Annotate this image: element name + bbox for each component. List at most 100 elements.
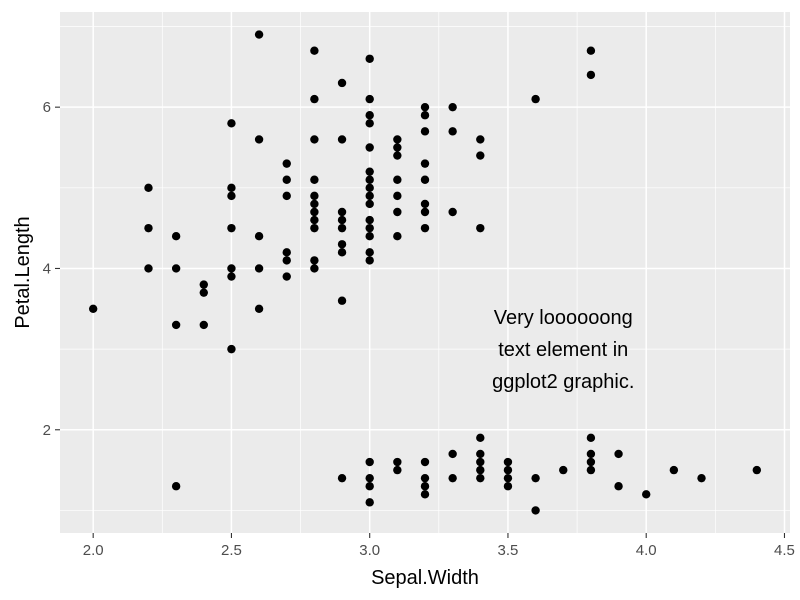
- data-point: [420, 199, 430, 209]
- x-tick-label: 3.5: [498, 542, 519, 559]
- data-point: [393, 457, 402, 467]
- y-tick-label: 4: [43, 260, 51, 277]
- data-point: [586, 70, 596, 80]
- data-point: [365, 256, 374, 265]
- data-point: [420, 490, 430, 499]
- data-point: [559, 465, 568, 475]
- data-point: [254, 232, 264, 241]
- data-point: [254, 135, 264, 144]
- y-tick-label: 6: [43, 99, 51, 116]
- data-point: [393, 175, 402, 184]
- data-point: [697, 473, 706, 483]
- data-point: [144, 264, 153, 273]
- data-point: [254, 264, 264, 273]
- axis-ticks: [55, 106, 786, 538]
- data-point: [586, 465, 596, 475]
- data-point: [448, 127, 457, 136]
- data-point: [282, 175, 291, 184]
- data-point: [310, 199, 319, 209]
- data-point: [393, 232, 402, 241]
- data-point: [310, 207, 319, 217]
- x-axis-title: Sepal.Width: [371, 567, 479, 589]
- data-point: [586, 433, 596, 443]
- data-point: [310, 191, 319, 201]
- x-tick-label: 4.0: [636, 542, 657, 559]
- data-point: [144, 183, 153, 193]
- data-point: [171, 482, 181, 491]
- data-point: [503, 482, 513, 491]
- data-point: [420, 102, 430, 112]
- data-point: [365, 482, 374, 491]
- data-point: [420, 473, 430, 483]
- data-point: [365, 498, 374, 507]
- x-tick-label: 3.0: [359, 542, 380, 559]
- data-point: [420, 159, 430, 168]
- data-point: [365, 232, 374, 241]
- points-layer: [88, 30, 762, 515]
- data-point: [282, 256, 291, 265]
- annotation-line: ggplot2 graphic.: [492, 371, 634, 393]
- data-point: [282, 272, 291, 281]
- data-point: [503, 457, 513, 467]
- data-point: [420, 457, 430, 467]
- data-point: [393, 207, 402, 217]
- data-point: [476, 473, 485, 483]
- data-point: [337, 248, 347, 257]
- data-point: [365, 94, 374, 104]
- data-point: [503, 473, 513, 483]
- data-point: [337, 135, 347, 144]
- data-point: [310, 256, 319, 265]
- data-point: [531, 94, 540, 104]
- data-point: [614, 449, 623, 459]
- x-tick-label: 2.5: [221, 542, 242, 559]
- data-point: [337, 240, 347, 249]
- data-point: [393, 151, 402, 160]
- data-point: [310, 46, 319, 55]
- data-point: [365, 215, 374, 225]
- data-point: [227, 223, 236, 233]
- data-point: [282, 248, 291, 257]
- data-point: [476, 135, 485, 144]
- data-point: [365, 175, 374, 184]
- data-point: [282, 159, 291, 168]
- data-point: [531, 473, 540, 483]
- data-point: [448, 102, 457, 112]
- data-point: [393, 191, 402, 201]
- data-point: [586, 46, 596, 55]
- data-point: [254, 304, 264, 313]
- data-point: [144, 223, 153, 233]
- data-point: [420, 127, 430, 136]
- data-point: [642, 490, 651, 499]
- data-point: [448, 207, 457, 217]
- data-point: [586, 457, 596, 467]
- data-point: [393, 143, 402, 152]
- data-point: [393, 465, 402, 475]
- data-point: [476, 433, 485, 443]
- data-point: [337, 223, 347, 233]
- x-tick-labels: 2.0 2.5 3.0 3.5 4.0 4.5: [83, 542, 795, 559]
- y-axis-title: Petal.Length: [12, 216, 34, 328]
- data-point: [448, 473, 457, 483]
- data-point: [227, 264, 236, 273]
- data-point: [448, 449, 457, 459]
- data-point: [199, 288, 208, 297]
- data-point: [365, 199, 374, 209]
- data-point: [393, 135, 402, 144]
- data-point: [476, 449, 485, 459]
- data-point: [310, 215, 319, 225]
- data-point: [365, 191, 374, 201]
- y-tick-label: 2: [43, 422, 51, 439]
- data-point: [282, 191, 291, 201]
- data-point: [310, 135, 319, 144]
- data-point: [365, 167, 374, 176]
- y-tick-labels: 2 4 6: [43, 99, 51, 439]
- data-point: [337, 78, 347, 88]
- data-point: [365, 248, 374, 257]
- annotation-line: Very loooooong: [494, 307, 633, 329]
- data-point: [171, 320, 181, 330]
- data-point: [365, 54, 374, 63]
- data-point: [254, 30, 264, 39]
- x-tick-label: 2.0: [83, 542, 104, 559]
- data-point: [337, 207, 347, 217]
